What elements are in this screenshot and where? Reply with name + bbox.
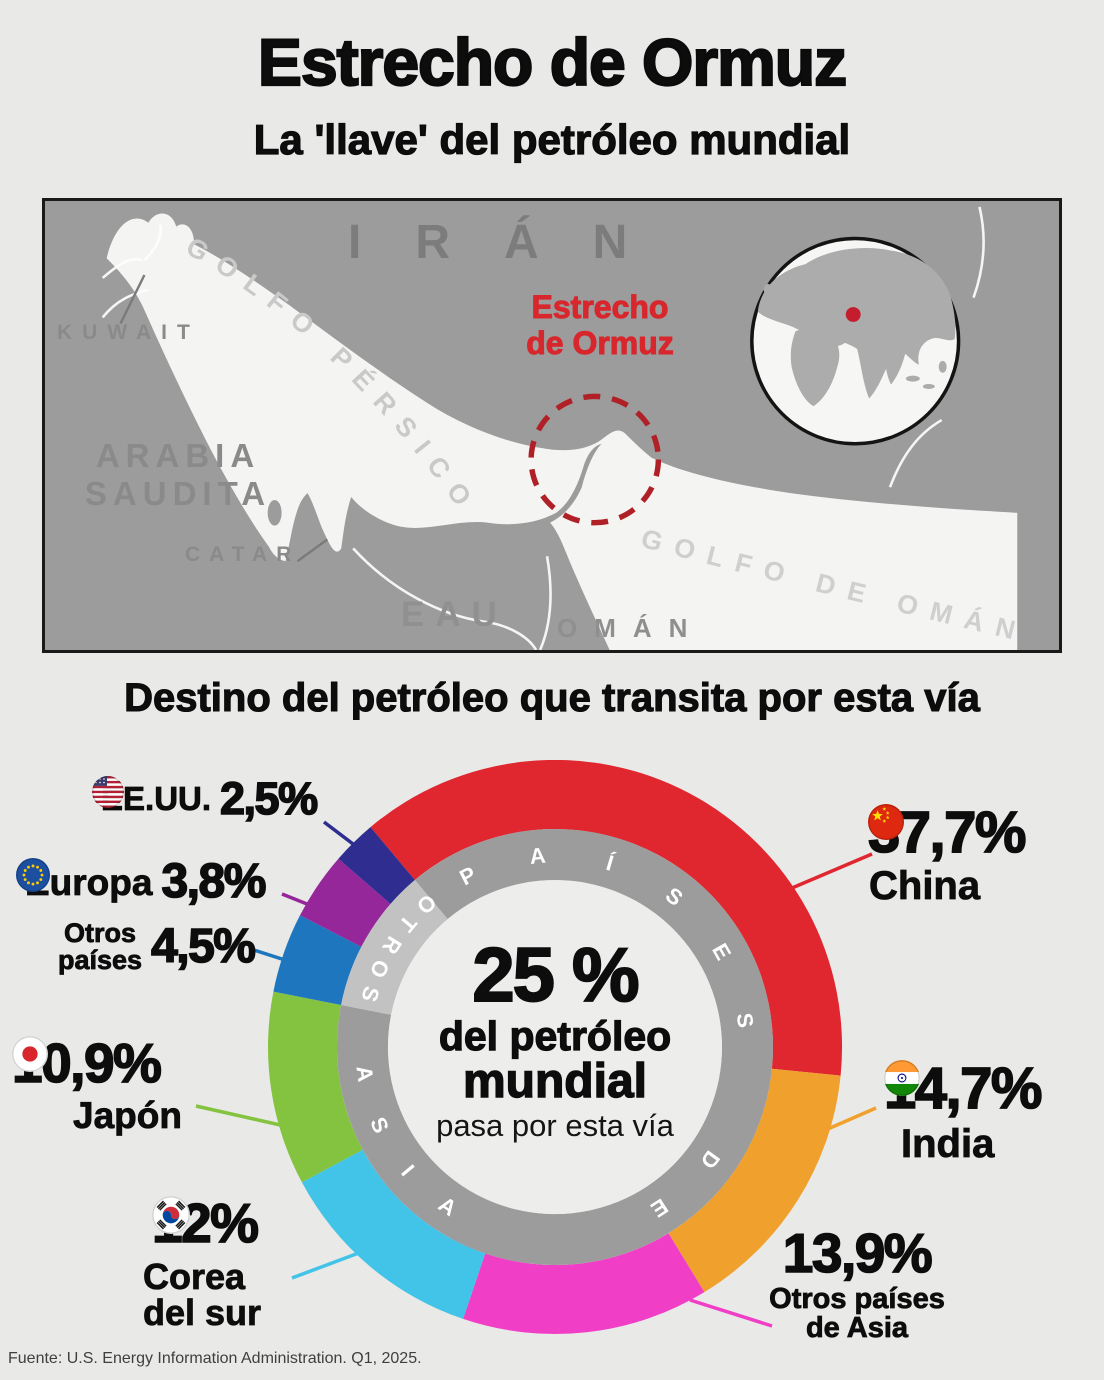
ring-letter: S xyxy=(732,1011,759,1029)
label-corea: 12% xyxy=(143,1195,262,1331)
page-title: Estrecho de Ormuz xyxy=(257,24,848,100)
map-panel: GOLFO PÉRSICO GOLFO DE OMÁN IRÁN KUWAIT xyxy=(42,198,1062,653)
center-line2: mundial xyxy=(462,1055,647,1109)
arabia-saudita-label: ARABIA SAUDITA xyxy=(73,437,283,513)
globe-location-dot xyxy=(845,307,861,322)
country-borders xyxy=(101,206,985,650)
donut-slice-5 xyxy=(273,915,362,1005)
corea-line2: del sur xyxy=(143,1292,262,1333)
leader-line-5 xyxy=(253,948,317,972)
leader-line-4 xyxy=(195,1104,299,1131)
leader-line-1 xyxy=(797,1106,877,1144)
label-otros-asia: 13,9% Otros países de Asia xyxy=(742,1222,972,1344)
japon-name: Japón xyxy=(73,1095,183,1136)
leader-line-0 xyxy=(791,852,873,890)
otros-paises-pct: 4,5% xyxy=(150,920,257,973)
label-europa: Europa 3,8% xyxy=(16,855,268,908)
map-svg: GOLFO PÉRSICO GOLFO DE OMÁN xyxy=(45,201,1059,650)
ring-letter: S xyxy=(356,984,384,1005)
eau-label: EAU xyxy=(401,595,508,634)
ring-letter: A xyxy=(351,1064,378,1083)
otros-asia-pct: 13,9% xyxy=(782,1222,934,1284)
source-credit: Fuente: U.S. Energy Information Administ… xyxy=(8,1350,422,1367)
china-name: China xyxy=(869,864,981,908)
otros-asia-line2: de Asia xyxy=(805,1312,909,1344)
donut-slice-0 xyxy=(370,760,843,1076)
page-subtitle: La 'llave' del petróleo mundial xyxy=(253,115,851,163)
label-japon: 10,9% Japón xyxy=(11,1035,183,1136)
europa-pct: 3,8% xyxy=(161,855,268,908)
ring-light-arc xyxy=(341,880,448,1015)
leader-line-7 xyxy=(322,820,392,874)
donut-center-text: 25 % del petróleo mundial pasa por esta … xyxy=(385,933,725,1146)
globe-continents xyxy=(757,248,956,407)
eeuu-pct: 2,5% xyxy=(219,773,319,824)
otros-asia-line1: Otros países xyxy=(769,1283,945,1315)
arabia-line1: ARABIA xyxy=(95,437,261,474)
oman-label: OMÁN xyxy=(557,613,705,643)
leader-line-3 xyxy=(291,1246,373,1280)
leader-line-2 xyxy=(689,1298,773,1328)
label-otros-paises: Otros países 4,5% xyxy=(58,918,257,975)
strait-dashed-circle xyxy=(528,393,662,526)
bahrain-island xyxy=(267,500,282,526)
donut-slice-2 xyxy=(463,1233,705,1335)
center-line3: pasa por esta vía xyxy=(436,1108,674,1144)
arabia-line2: SAUDITA xyxy=(84,475,272,512)
catar-label: CATAR xyxy=(185,543,301,566)
donut-slice-4 xyxy=(268,991,363,1183)
chart-heading: Destino del petróleo que transita por es… xyxy=(124,675,981,720)
label-pointer-lines xyxy=(119,274,329,563)
ring-letter: A xyxy=(529,843,547,869)
center-line1: del petróleo xyxy=(438,1013,672,1059)
label-india: 14,7% India xyxy=(883,1059,1043,1166)
label-eeuu: EE.UU. 2,5% xyxy=(92,773,319,824)
map-water xyxy=(106,213,1018,650)
donut-slice-1 xyxy=(668,1068,841,1293)
otros-line2: países xyxy=(58,945,143,975)
center-value: 25 % xyxy=(471,933,640,1018)
donut-slice-6 xyxy=(300,858,391,947)
estrecho-de-ormuz-label: Estrecho de Ormuz xyxy=(494,289,706,362)
india-name: India xyxy=(901,1122,995,1166)
kuwait-label: KUWAIT xyxy=(57,321,200,344)
iran-label: IRÁN xyxy=(348,216,682,269)
globe-inset xyxy=(750,236,961,446)
donut-center-disc xyxy=(388,880,722,1214)
estrecho-line2: de Ormuz xyxy=(526,325,675,362)
donut-slice-3 xyxy=(301,1149,486,1319)
otros-line1: Otros xyxy=(64,918,137,948)
leader-line-6 xyxy=(281,892,343,920)
label-china: 37,7% China xyxy=(867,803,1027,908)
corea-name: Corea del sur xyxy=(143,1256,262,1333)
estrecho-line1: Estrecho xyxy=(531,289,669,326)
otros-paises-name: Otros países xyxy=(58,918,143,975)
corea-line1: Corea xyxy=(143,1256,246,1297)
